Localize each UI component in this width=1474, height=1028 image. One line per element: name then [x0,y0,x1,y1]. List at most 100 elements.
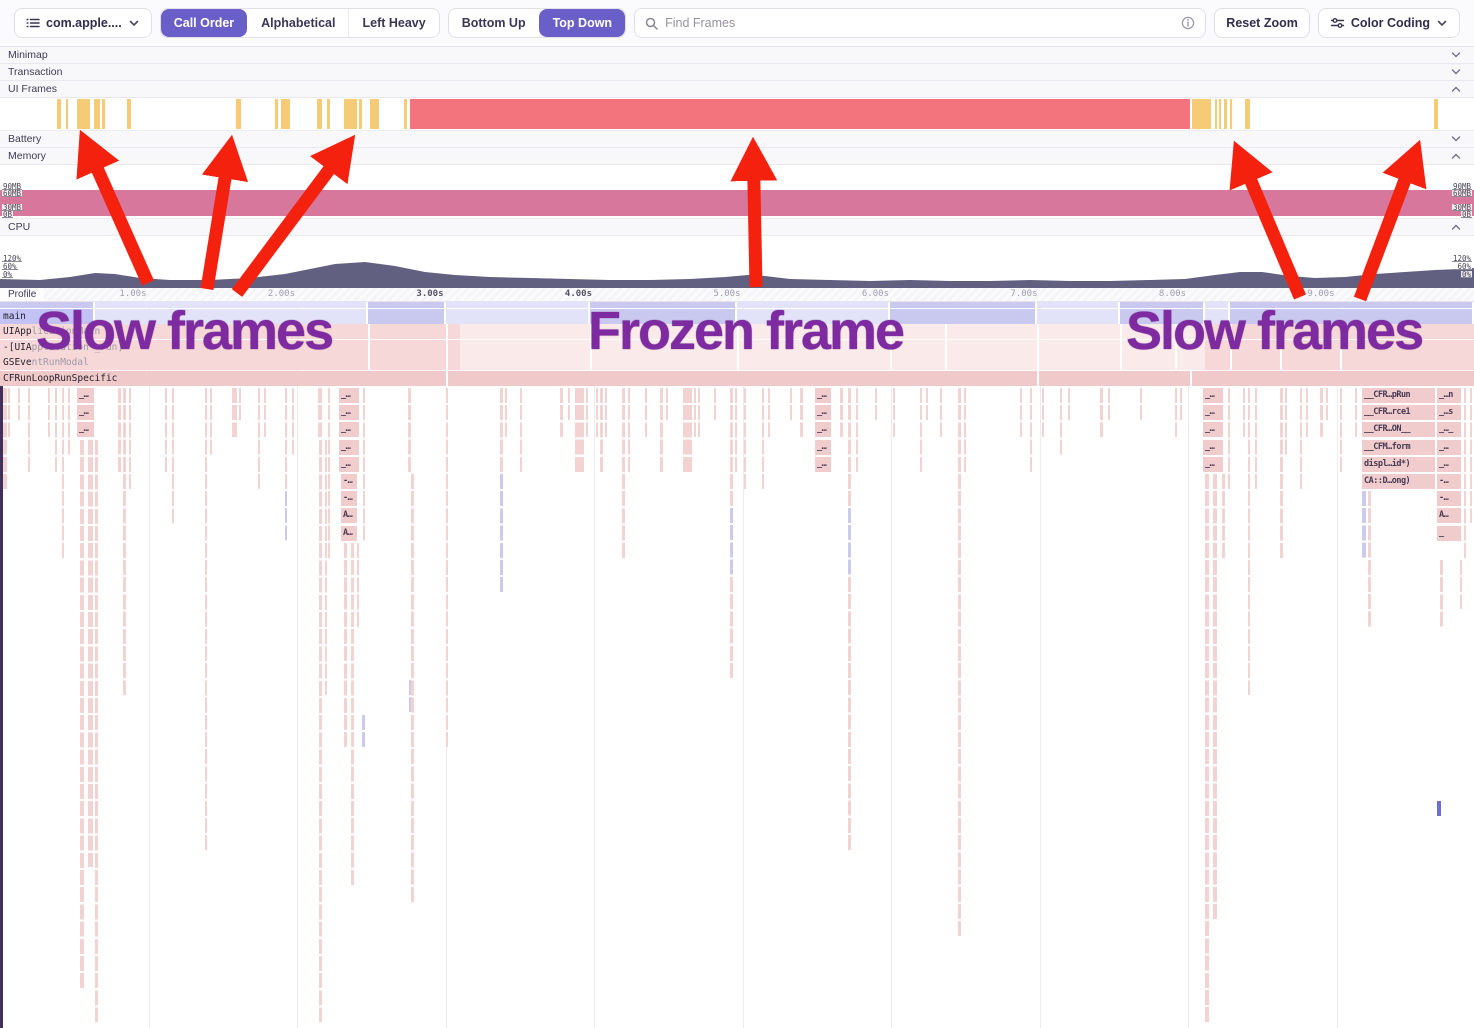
flame-frame[interactable] [210,388,212,455]
flame-frame[interactable] [1020,388,1022,438]
slow-frame-bar[interactable] [236,99,241,129]
flame-frame[interactable] [744,388,746,489]
flame-frame[interactable] [890,309,1035,324]
flame-frame[interactable] [1222,474,1225,558]
slow-frame-bar[interactable] [1224,99,1227,129]
flame-frame[interactable] [1120,302,1203,308]
slow-frame-bar[interactable] [281,99,290,129]
flame-frame-label[interactable]: _… [815,405,831,421]
slow-frame-bar[interactable] [317,99,322,129]
flame-frame[interactable] [325,439,327,696]
sort-option-left-heavy[interactable]: Left Heavy [348,9,438,37]
flame-frame[interactable] [328,388,330,558]
cpu-track[interactable]: 120% 120% 60% 60% 0% 0% [0,236,1474,288]
flame-frame[interactable] [628,388,630,472]
flame-frame[interactable] [1205,302,1228,308]
flame-frame[interactable] [600,388,603,472]
track-header-ui-frames[interactable]: UI Frames [0,81,1474,98]
flame-frame[interactable] [239,388,241,421]
flamegraph[interactable]: main UIApplicationMain -[UIApplication _ru… [0,302,1474,1028]
slow-frame-bar[interactable] [327,99,330,129]
track-header-battery[interactable]: Battery [0,131,1474,148]
slow-frame-bar[interactable] [404,99,407,129]
flame-frame[interactable] [1213,474,1217,919]
flame-frame[interactable] [172,388,174,524]
slow-frame-bar[interactable] [127,99,131,129]
flame-frame[interactable] [735,388,737,472]
slow-frame-bar[interactable] [1219,99,1221,129]
flame-frame[interactable] [319,439,322,1023]
flame-frame[interactable] [1285,388,1287,455]
flame-frame-label[interactable]: _… [339,422,359,438]
thread-selector-dropdown[interactable]: com.apple.... [14,8,152,38]
flame-frame[interactable] [575,388,584,472]
flame-frame-label[interactable]: _… [339,405,359,421]
direction-option-bottom-up[interactable]: Bottom Up [461,16,526,30]
flame-frame-label[interactable]: _… [1437,456,1461,472]
flame-frame[interactable] [446,302,588,308]
flame-frame-label[interactable]: _… [77,422,94,438]
frozen-frame-bar[interactable] [410,99,1190,129]
flame-frame[interactable] [1470,388,1472,524]
flame-frame-label[interactable]: -… [1437,491,1461,507]
flame-frame[interactable] [1037,302,1118,308]
flame-frame[interactable] [368,309,444,324]
flame-frame[interactable] [964,388,966,472]
flame-frame[interactable] [258,388,260,489]
flame-frame[interactable] [890,302,1035,308]
flame-frame-label[interactable]: _… [815,388,831,403]
slow-frame-bar[interactable] [77,99,90,129]
flame-frame[interactable] [1306,388,1308,438]
flame-frame-label[interactable]: _… [815,439,831,455]
track-header-cpu[interactable]: CPU [0,219,1474,236]
sort-option-call-order[interactable]: Call Order [160,9,248,37]
flame-frame[interactable] [446,309,588,324]
flame-frame[interactable] [590,302,735,308]
flame-frame[interactable] [893,388,895,438]
flame-frame[interactable] [1228,388,1230,489]
flame-frame[interactable] [232,388,237,438]
flame-frame[interactable] [605,388,607,438]
flame-frame[interactable] [714,388,716,421]
flame-frame[interactable] [683,388,692,472]
flame-frame[interactable] [1440,560,1443,627]
flame-frame-label[interactable]: _… [339,439,359,455]
flame-frame[interactable] [1248,388,1250,696]
flame-frame[interactable] [1464,388,1466,558]
flame-frame[interactable] [730,508,733,575]
flame-frame[interactable] [68,388,70,455]
flame-frame[interactable] [1108,388,1110,421]
direction-option-top-down[interactable]: Top Down [538,9,626,37]
flame-frame[interactable] [1100,388,1103,438]
flame-frame[interactable] [505,388,507,438]
flame-frame[interactable] [1320,388,1323,438]
flame-frame[interactable] [560,388,563,438]
flame-frame[interactable] [1120,309,1203,324]
flame-frame-label[interactable]: _… [1203,422,1223,438]
flame-frame[interactable] [285,388,287,489]
flame-frame[interactable] [409,680,412,713]
flame-frame-label[interactable]: __CFR…rce1 [1362,405,1435,421]
flame-frame[interactable] [357,542,359,627]
flame-frame[interactable] [737,309,888,324]
flame-frame[interactable] [840,388,843,438]
sort-option-alphabetical[interactable]: Alphabetical [261,16,336,30]
flame-frame[interactable] [920,388,922,472]
flame-frame[interactable] [1068,388,1070,421]
flame-frame[interactable] [123,388,126,696]
flame-frame[interactable] [694,388,696,438]
slow-frame-bar[interactable] [1245,99,1250,129]
flame-frame-label[interactable]: _…n [1437,388,1461,403]
flame-frame[interactable] [118,388,121,472]
flame-frame[interactable] [500,474,503,593]
flame-frame[interactable] [1300,388,1302,489]
flame-frame-label[interactable]: _… [77,388,94,403]
flame-frame[interactable] [848,577,851,851]
slow-frame-bar[interactable] [344,99,357,129]
flame-frame-label[interactable]: __CFR…ON__ [1362,422,1435,438]
flame-frame[interactable] [762,388,764,489]
flame-frame[interactable] [1180,388,1182,421]
flame-frame[interactable] [1230,309,1472,324]
track-header-minimap[interactable]: Minimap [0,47,1474,64]
flame-frame[interactable] [1460,560,1462,610]
